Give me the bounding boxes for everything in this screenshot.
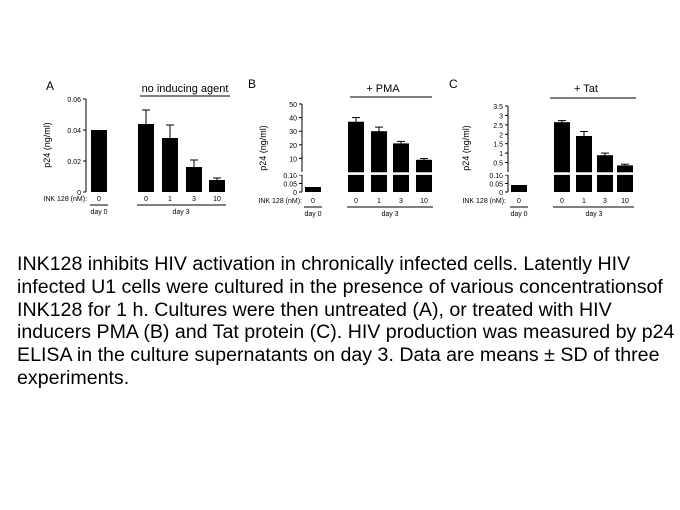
bar: [511, 185, 527, 192]
bar: [371, 131, 387, 192]
panel-label: B: [248, 77, 256, 91]
bars: [296, 117, 436, 192]
x-tick-label: 3: [603, 198, 607, 205]
x-tick-label: 3: [192, 196, 196, 203]
bar: [162, 138, 178, 192]
panel-b: B + PMA p24 (ng/ml) 50 40 30 20 10 0.10 …: [248, 77, 436, 218]
x-tick-label: 1: [377, 198, 381, 205]
y-axis-label: p24 (ng/ml): [258, 125, 268, 171]
x-tick-label: 10: [621, 198, 629, 205]
bar: [186, 167, 202, 192]
y-tick-label: 0.10: [489, 173, 503, 180]
panel-a: A no inducing agent p24 (ng/ml) 0 0.02 0…: [42, 79, 230, 216]
x-axis-label: INK 128 (nM):: [258, 198, 302, 205]
y-tick-label: 0: [499, 190, 503, 197]
y-tick-label: 3.5: [493, 104, 503, 111]
x-tick-label: 0: [97, 196, 101, 203]
group-label: day 0: [304, 211, 321, 218]
condition-label: + Tat: [574, 83, 598, 95]
panel-label: A: [46, 79, 54, 93]
figure: A no inducing agent p24 (ng/ml) 0 0.02 0…: [42, 77, 639, 218]
y-axis: 0 0.02 0.04 0.06: [67, 97, 87, 197]
y-tick-label: 1: [499, 151, 503, 158]
panel-c: C + Tat p24 (ng/ml) 3.5 3 2.5 2 1.5 1 0.…: [449, 77, 639, 218]
bar: [576, 136, 592, 192]
y-tick-label: 40: [289, 116, 297, 123]
bars: [91, 109, 225, 192]
x-axis-label: INK 128 (nM):: [462, 198, 506, 205]
y-tick-label: 0.06: [67, 97, 81, 104]
x-tick-label: 1: [582, 198, 586, 205]
x-tick-label: 0: [517, 198, 521, 205]
y-tick-label: 0.05: [283, 182, 297, 189]
y-tick-label: 2: [499, 132, 503, 139]
group-label: day 3: [172, 209, 189, 216]
x-tick-label: 0: [560, 198, 564, 205]
y-tick-label: 10: [289, 156, 297, 163]
group-label: day 3: [381, 211, 398, 218]
y-tick-label: 0: [77, 190, 81, 197]
bar: [554, 122, 570, 192]
bar: [209, 180, 225, 192]
x-tick-label: 10: [213, 196, 221, 203]
bar: [91, 130, 107, 192]
y-tick-label: 1.5: [493, 142, 503, 149]
group-label: day 3: [585, 211, 602, 218]
y-axis-label: p24 (ng/ml): [42, 122, 52, 168]
condition-label: + PMA: [366, 83, 400, 95]
y-tick-label: 0.10: [283, 173, 297, 180]
y-tick-label: 20: [289, 143, 297, 150]
y-tick-label: 2.5: [493, 123, 503, 130]
y-axis: 3.5 3 2.5 2 1.5 1 0.5 0.10 0.05 0: [489, 104, 509, 197]
x-tick-label: 10: [420, 198, 428, 205]
bar: [416, 159, 432, 192]
condition-label: no inducing agent: [142, 83, 229, 95]
panel-label: C: [449, 77, 458, 91]
group-label: day 0: [90, 209, 107, 216]
x-tick-label: 0: [311, 198, 315, 205]
y-tick-label: 30: [289, 129, 297, 136]
axis-break: [502, 172, 639, 175]
y-axis: 50 40 30 20 10 0.10 0.05 0: [283, 102, 303, 197]
y-tick-label: 0.04: [67, 128, 81, 135]
y-tick-label: 0: [293, 190, 297, 197]
x-tick-label: 0: [144, 196, 148, 203]
y-tick-label: 0.02: [67, 159, 81, 166]
y-tick-label: 0.05: [489, 182, 503, 189]
figure-caption: INK128 inhibits HIV activation in chroni…: [17, 253, 675, 389]
group-label: day 0: [510, 211, 527, 218]
bar: [305, 187, 321, 192]
y-tick-label: 3: [499, 113, 503, 120]
x-axis-label: INK 128 (nM):: [43, 196, 87, 203]
bars: [502, 120, 639, 192]
bar: [348, 121, 364, 192]
axis-break: [296, 172, 436, 175]
y-tick-label: 0.5: [493, 161, 503, 168]
y-tick-label: 50: [289, 102, 297, 109]
bar: [393, 143, 409, 192]
x-tick-label: 3: [399, 198, 403, 205]
y-axis-label: p24 (ng/ml): [461, 125, 471, 171]
x-tick-label: 1: [168, 196, 172, 203]
x-tick-label: 0: [354, 198, 358, 205]
bar: [617, 165, 633, 192]
bar: [138, 124, 154, 192]
